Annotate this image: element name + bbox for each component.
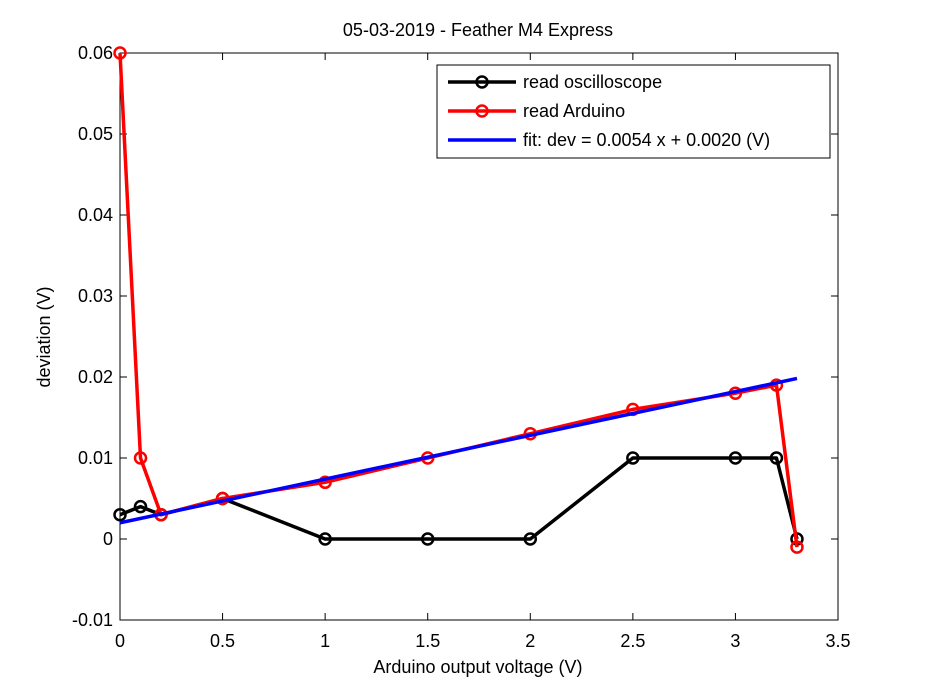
x-axis-ticks: 0 0.5 1 1.5 2 2.5 3 3.5 [115,53,851,651]
data-point [133,451,148,465]
x-tick-label: 1 [320,631,330,651]
y-tick-label: 0.04 [78,205,113,225]
legend-item: read oscilloscope [448,72,662,92]
legend-item: read Arduino [448,101,625,121]
legend-item: fit: dev = 0.0054 x + 0.0020 (V) [448,130,770,150]
data-point [113,46,127,60]
y-tick-label: 0.06 [78,43,113,63]
data-point [318,475,332,490]
y-tick-label: 0.01 [78,448,113,468]
y-tick-label: 0.03 [78,286,113,306]
data-point [626,451,640,465]
x-axis-label: Arduino output voltage (V) [373,657,582,677]
data-point [318,532,332,546]
data-point [420,532,435,546]
data-point [790,540,804,554]
series-layer [113,46,804,554]
data-point [133,499,148,514]
data-point [523,532,538,546]
y-tick-label: 0 [103,529,113,549]
x-tick-label: 1.5 [415,631,440,651]
x-tick-label: 0.5 [210,631,235,651]
legend: read oscilloscope read Arduino fit: dev = … [436,64,831,159]
y-tick-label: -0.01 [72,610,113,630]
legend-label: read Arduino [523,101,625,121]
data-point [728,451,743,465]
x-tick-label: 3 [730,631,740,651]
y-tick-label: 0.02 [78,367,113,387]
y-axis-label: deviation (V) [34,286,54,387]
y-tick-label: 0.05 [78,124,113,144]
data-point [769,451,784,465]
series-3 [119,376,798,525]
series-line [119,376,798,525]
x-tick-label: 3.5 [825,631,850,651]
x-tick-label: 2 [525,631,535,651]
legend-marker [475,104,489,118]
legend-label: fit: dev = 0.0054 x + 0.0020 (V) [523,130,770,150]
legend-marker [475,75,489,89]
y-axis-ticks: -0.01 0 0.01 0.02 0.03 0.04 0.05 0.06 [72,43,838,630]
data-point [113,507,127,522]
x-tick-label: 2.5 [620,631,645,651]
series-line [119,456,799,541]
x-tick-label: 0 [115,631,125,651]
legend-label: read oscilloscope [523,72,662,92]
chart-title: 05-03-2019 - Feather M4 Express [343,20,613,40]
